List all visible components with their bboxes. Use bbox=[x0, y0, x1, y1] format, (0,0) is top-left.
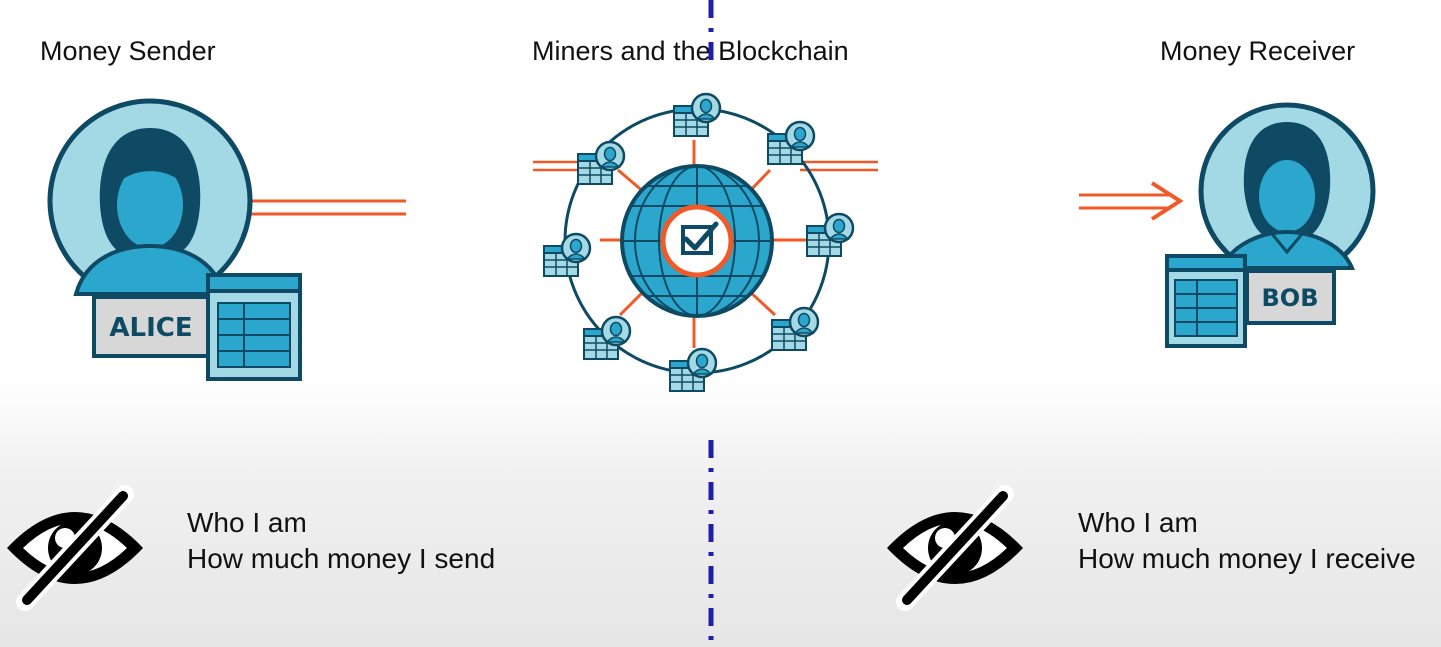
miner-node-bottom bbox=[670, 349, 716, 391]
money-sender-title: Money Sender bbox=[40, 36, 216, 66]
alice-avatar bbox=[47, 98, 253, 304]
receiver-hidden-line-2: How much money I receive bbox=[1078, 543, 1416, 574]
sender-hidden-line-2: How much money I send bbox=[187, 543, 496, 574]
receiver-arrow bbox=[1079, 181, 1184, 221]
miner-node-top-left bbox=[578, 142, 624, 184]
miners-blockchain-title: Miners and the Blockchain bbox=[532, 36, 849, 66]
bob-name-tag: BOB bbox=[1245, 269, 1336, 325]
bob-ledger-icon bbox=[1165, 254, 1247, 348]
miner-node-left bbox=[544, 234, 590, 276]
sender-link-lines bbox=[250, 199, 406, 216]
receiver-hidden-info: Who I am How much money I receive bbox=[1078, 505, 1416, 577]
alice-ledger-icon bbox=[206, 273, 302, 381]
bob-label: BOB bbox=[1262, 284, 1319, 312]
alice-label: ALICE bbox=[109, 313, 192, 343]
eye-slash-icon bbox=[887, 494, 1023, 602]
miner-node-top bbox=[674, 94, 720, 136]
miner-node-bottom-left bbox=[584, 317, 630, 359]
alice-name-tag: ALICE bbox=[92, 295, 210, 358]
money-receiver-title: Money Receiver bbox=[1160, 36, 1356, 66]
checkbox-icon bbox=[660, 204, 734, 278]
miner-node-bottom-right bbox=[772, 308, 818, 350]
sender-hidden-line-1: Who I am bbox=[187, 507, 307, 538]
receiver-hidden-line-1: Who I am bbox=[1078, 507, 1198, 538]
eye-slash-icon bbox=[7, 494, 143, 602]
sender-hidden-info: Who I am How much money I send bbox=[187, 505, 495, 577]
miner-node-right bbox=[807, 214, 853, 256]
miner-node-top-right bbox=[768, 122, 814, 164]
bob-avatar bbox=[1198, 102, 1376, 280]
